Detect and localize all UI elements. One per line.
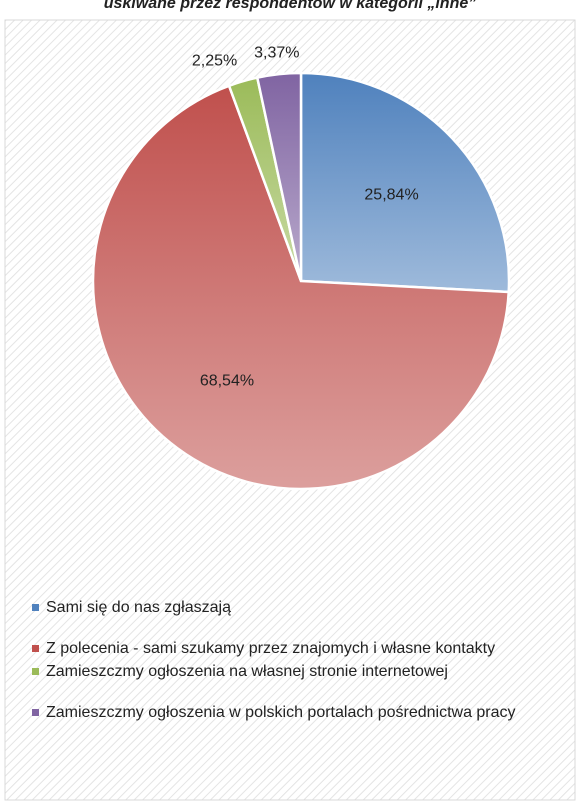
legend-item: Sami się do nas zgłaszają bbox=[30, 596, 560, 619]
chart-title: uskiwane przez respondentów w kategorii … bbox=[104, 0, 477, 12]
legend-label: Sami się do nas zgłaszają bbox=[46, 599, 231, 616]
data-label: 3,37% bbox=[254, 45, 299, 62]
pie-slice bbox=[299, 71, 511, 294]
data-label: 25,84% bbox=[364, 186, 418, 203]
legend: Sami się do nas zgłaszają Z polecenia - s… bbox=[30, 596, 560, 724]
legend-swatch bbox=[32, 604, 39, 611]
legend-swatch bbox=[32, 645, 39, 652]
legend-item: Zamieszczmy ogłoszenia na własnej stroni… bbox=[30, 660, 560, 683]
legend-label: Z polecenia - sami szukamy przez znajomy… bbox=[46, 640, 496, 657]
legend-item: Zamieszczmy ogłoszenia w polskich portal… bbox=[30, 701, 560, 724]
legend-item: Z polecenia - sami szukamy przez znajomy… bbox=[30, 637, 560, 660]
data-label: 68,54% bbox=[200, 373, 254, 390]
pie-slice bbox=[91, 84, 511, 491]
legend-swatch bbox=[32, 709, 39, 716]
data-label: 2,25% bbox=[192, 52, 237, 69]
legend-swatch bbox=[32, 668, 39, 675]
legend-label: Zamieszczmy ogłoszenia na własnej stroni… bbox=[46, 663, 448, 680]
legend-label: Zamieszczmy ogłoszenia w polskich portal… bbox=[46, 704, 516, 721]
pie-slice bbox=[255, 71, 303, 282]
